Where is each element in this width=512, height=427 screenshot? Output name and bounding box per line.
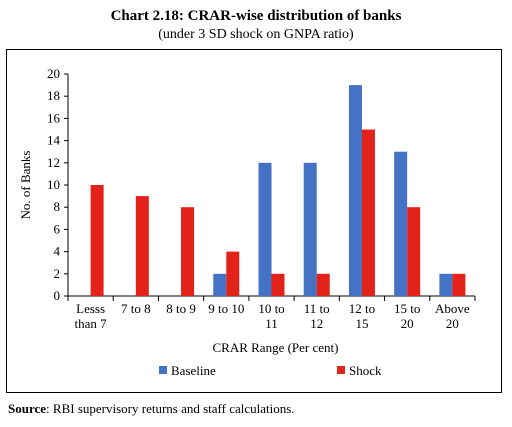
y-tick-label: 4 xyxy=(54,244,61,259)
bar-baseline xyxy=(213,273,227,296)
y-tick-label: 2 xyxy=(54,266,61,281)
bar-shock xyxy=(361,129,375,296)
bar-shock xyxy=(135,196,149,296)
y-tick-label: 16 xyxy=(47,110,61,125)
chart-subtitle: (under 3 SD shock on GNPA ratio) xyxy=(158,27,354,42)
y-tick-label: 0 xyxy=(54,288,61,303)
x-tick-label: 10 to xyxy=(258,301,284,316)
bar-baseline xyxy=(439,273,453,296)
bar-shock xyxy=(226,251,240,296)
bar-baseline xyxy=(348,85,362,296)
legend-swatch-shock xyxy=(337,366,345,374)
source-text: : RBI supervisory returns and staff calc… xyxy=(46,401,295,416)
bar-baseline xyxy=(303,162,317,296)
x-tick-label: 9 to 10 xyxy=(208,301,244,316)
bar-shock xyxy=(452,273,466,296)
x-tick-label: 8 to 9 xyxy=(166,301,196,316)
x-tick-label: 20 xyxy=(401,316,414,331)
x-tick-label: Lesss xyxy=(76,301,105,316)
bar-shock xyxy=(181,207,195,296)
x-tick-label: 11 to xyxy=(304,301,330,316)
bar-shock xyxy=(90,185,104,296)
x-axis-title: CRAR Range (Per cent) xyxy=(212,340,338,355)
bar-shock xyxy=(271,273,285,296)
x-tick-label: 12 xyxy=(310,316,323,331)
legend-label-shock: Shock xyxy=(349,363,382,378)
source-label: Source xyxy=(8,401,47,416)
source-note: Source: RBI supervisory returns and staf… xyxy=(8,401,295,417)
x-tick-label: Above xyxy=(435,301,470,316)
chart-frame xyxy=(6,49,502,393)
x-tick-label: 20 xyxy=(446,316,459,331)
y-tick-label: 18 xyxy=(47,88,60,103)
y-tick-label: 12 xyxy=(47,155,60,170)
bar-shock xyxy=(316,273,330,296)
y-tick-label: 14 xyxy=(47,133,61,148)
bar-baseline xyxy=(258,162,272,296)
y-tick-label: 8 xyxy=(54,199,61,214)
legend-swatch-baseline xyxy=(159,366,167,374)
chart-title: Chart 2.18: CRAR-wise distribution of ba… xyxy=(110,8,402,24)
x-tick-label: 15 to xyxy=(394,301,420,316)
y-tick-label: 6 xyxy=(54,221,61,236)
bar-shock xyxy=(407,207,421,296)
legend-label-baseline: Baseline xyxy=(171,363,216,378)
y-axis-title: No. of Banks xyxy=(18,151,33,220)
x-tick-label: 15 xyxy=(355,316,368,331)
x-tick-label: 7 to 8 xyxy=(121,301,151,316)
x-tick-label: than 7 xyxy=(75,316,108,331)
y-tick-label: 20 xyxy=(47,66,60,81)
y-tick-label: 10 xyxy=(47,177,60,192)
bar-baseline xyxy=(394,151,408,296)
x-tick-label: 11 xyxy=(265,316,278,331)
x-tick-label: 12 to xyxy=(349,301,375,316)
